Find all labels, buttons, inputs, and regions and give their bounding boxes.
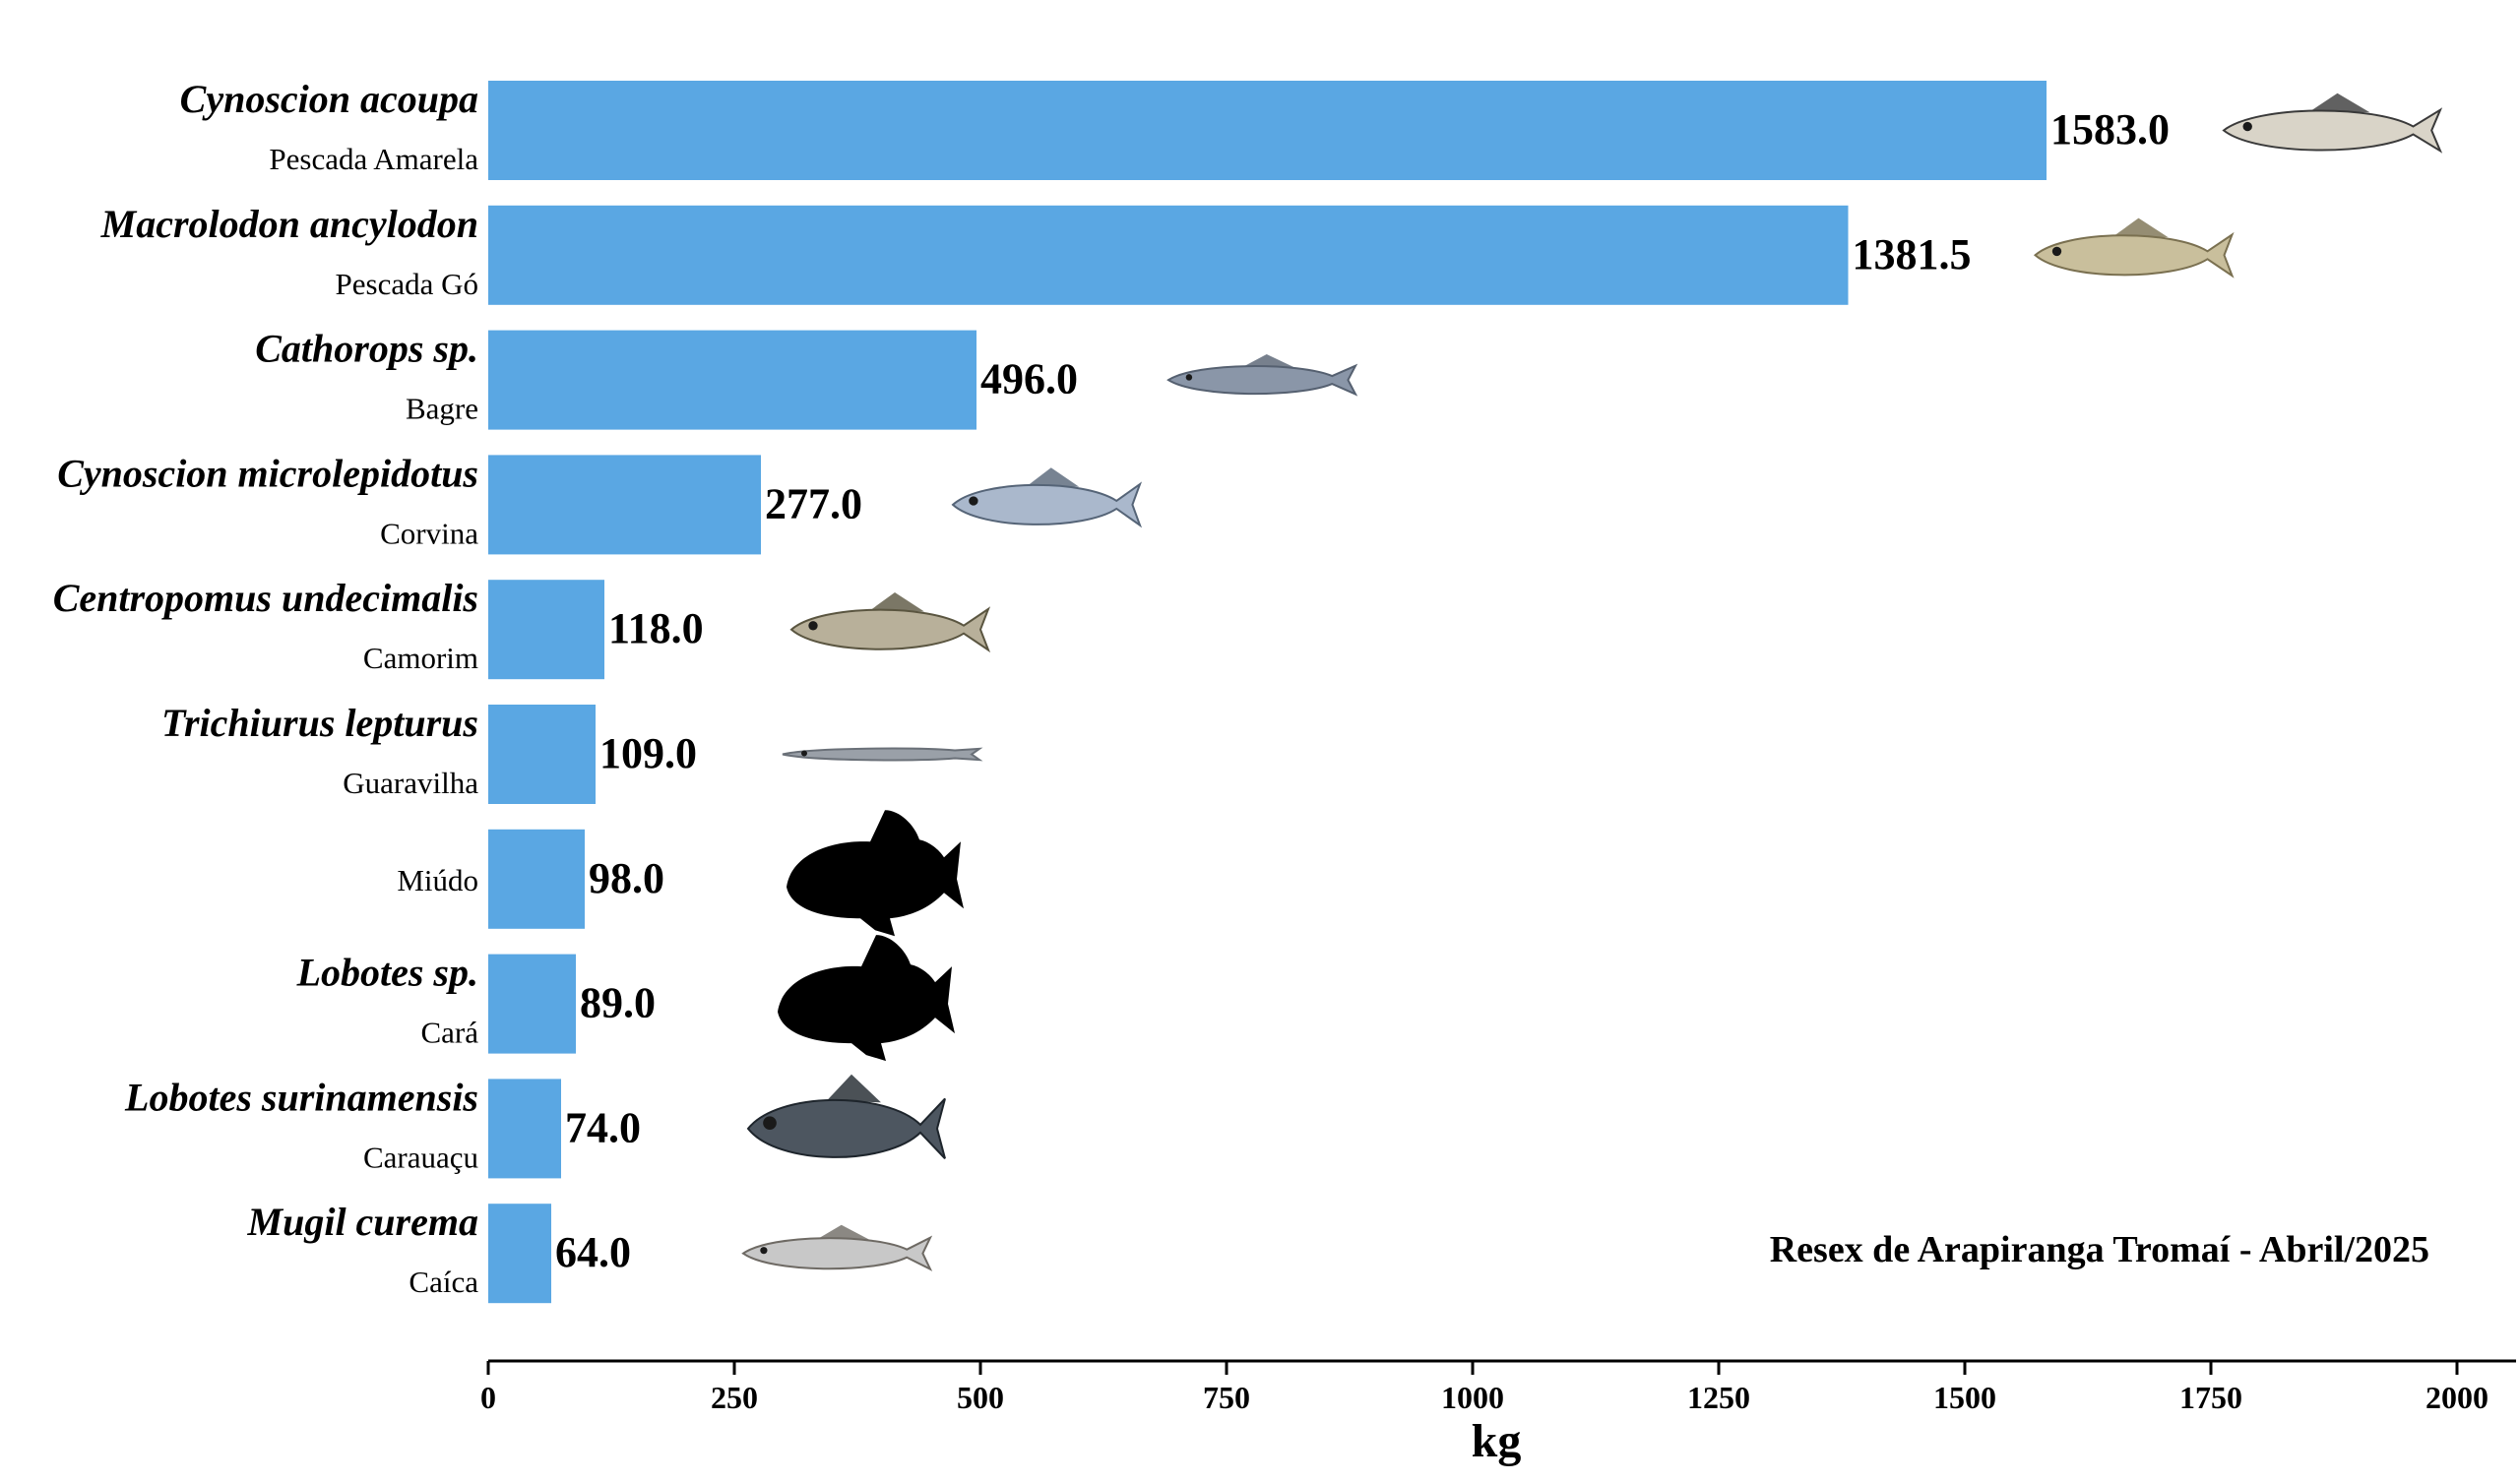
category-scientific-name: Centropomus undecimalis: [53, 576, 478, 620]
corvina-icon: [951, 467, 1143, 528]
catfish-icon: [1166, 354, 1358, 397]
bar: [488, 1079, 561, 1179]
x-tick-label: 0: [480, 1380, 496, 1415]
bar: [488, 580, 604, 680]
value-label: 1583.0: [2050, 105, 2170, 154]
x-tick-label: 1000: [1441, 1380, 1504, 1415]
cutlassfish-icon: [782, 747, 983, 762]
x-axis-label: kg: [1472, 1415, 1522, 1467]
snook-icon: [789, 592, 991, 653]
category-common-name: Miúdo: [397, 863, 478, 897]
category-common-name: Pescada Gó: [336, 267, 478, 301]
bar: [488, 330, 976, 430]
category-common-name: Camorim: [363, 641, 478, 675]
value-label: 118.0: [608, 604, 704, 652]
category-common-name: Bagre: [406, 392, 478, 426]
x-tick-label: 1750: [2179, 1380, 2242, 1415]
value-label: 109.0: [599, 729, 697, 777]
category-scientific-name: Mugil curema: [247, 1200, 478, 1244]
x-tick-label: 750: [1203, 1380, 1250, 1415]
tripletail-icon: [746, 1074, 946, 1159]
bar: [488, 705, 596, 804]
value-label: 89.0: [580, 979, 656, 1027]
chart-annotation: Resex de Arapiranga Tromaí - Abril/2025: [1770, 1229, 2429, 1270]
x-tick-label: 250: [711, 1380, 758, 1415]
fish-silhouette-icon: [787, 810, 964, 937]
value-label: 98.0: [589, 854, 664, 902]
x-axis: 0 250 500 750 1000 1250 1500 1750 2000: [480, 1359, 2516, 1415]
value-label: 64.0: [555, 1228, 631, 1276]
value-label: 74.0: [565, 1103, 641, 1151]
category-common-name: Corvina: [380, 516, 478, 550]
category-scientific-name: Cynoscion microlepidotus: [57, 451, 478, 495]
fish-icons-group: [741, 93, 2443, 1271]
bars-group: [488, 81, 2047, 1304]
category-common-name: Cará: [420, 1016, 478, 1050]
bar: [488, 954, 576, 1054]
value-label: 277.0: [765, 479, 862, 527]
category-common-name: Carauaçu: [363, 1140, 478, 1174]
king-weakfish-icon: [2033, 217, 2235, 278]
category-scientific-name: Lobotes surinamensis: [124, 1075, 478, 1119]
category-scientific-name: Trichiurus lepturus: [161, 701, 478, 745]
value-labels-group: 1583.0 1381.5 496.0 277.0 118.0 109.0 98.0 89.0…: [555, 105, 2170, 1276]
bar: [488, 829, 585, 929]
x-tick-label: 1500: [1933, 1380, 1996, 1415]
x-tick-label: 500: [957, 1380, 1004, 1415]
fish-silhouette-icon: [778, 935, 955, 1062]
bar: [488, 81, 2047, 180]
category-scientific-name: Cynoscion acoupa: [180, 77, 478, 121]
category-scientific-name: Cathorops sp.: [255, 327, 478, 371]
mullet-icon: [741, 1224, 933, 1271]
weakfish-icon: [2222, 93, 2443, 154]
category-scientific-name: Macrolodon ancylodon: [100, 202, 478, 246]
bar: [488, 205, 1849, 305]
x-tick-label: 2000: [2426, 1380, 2488, 1415]
value-label: 496.0: [980, 355, 1078, 403]
category-common-name: Caíca: [409, 1265, 478, 1299]
value-label: 1381.5: [1853, 230, 1972, 278]
category-scientific-name: Lobotes sp.: [296, 951, 478, 995]
x-tick-label: 1250: [1687, 1380, 1750, 1415]
category-common-name: Guaravilha: [343, 766, 478, 800]
category-common-name: Pescada Amarela: [269, 142, 478, 176]
bar: [488, 455, 761, 555]
category-labels-group: Cynoscion acoupa Pescada Amarela Macrolodo…: [53, 77, 479, 1299]
bar: [488, 1204, 551, 1304]
